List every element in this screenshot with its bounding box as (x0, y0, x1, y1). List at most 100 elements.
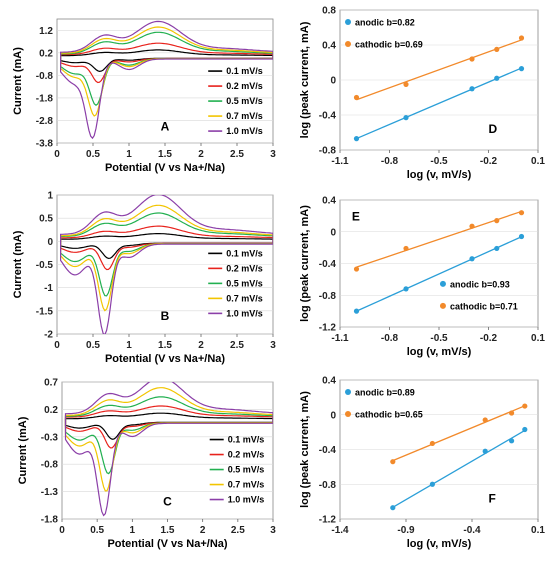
y-axis-label: Current (mA) (12, 230, 24, 298)
y-tick-label: 0.7 (44, 378, 58, 389)
y-tick-label: -0.8 (319, 291, 337, 302)
x-axis-label: Potential (V vs Na+/Na) (105, 162, 225, 174)
x-tick-label: 1 (130, 525, 136, 536)
legend-marker (345, 389, 351, 395)
y-tick-label: -3.8 (36, 139, 54, 150)
y-tick-label: 0 (47, 237, 53, 248)
legend-marker (345, 411, 351, 417)
x-axis-label: Potential (V vs Na+/Na) (105, 353, 225, 365)
fit-line (356, 210, 522, 268)
y-tick-label: -2 (44, 330, 53, 341)
y-tick-label: -1.2 (319, 323, 337, 334)
y-axis-label: log (peak current, mA) (299, 21, 311, 138)
data-point (518, 66, 525, 72)
legend-marker (439, 280, 446, 287)
data-point (469, 86, 475, 92)
fit-line (356, 236, 522, 312)
legend-label: cathodic b=0.71 (450, 301, 518, 311)
y-tick-label: -0.3 (41, 432, 59, 443)
legend-label: 0.2 mV/s (226, 263, 263, 273)
legend-label: 0.2 mV/s (226, 81, 263, 91)
legend-label: 1.0 mV/s (228, 495, 265, 505)
x-tick-label: 0 (54, 149, 60, 160)
y-tick-label: 0.2 (39, 48, 53, 59)
panel-a: 1.2 0.2 -0.8 -1.8 -2.8 -3.80 0.5 1 1.5 2 2.5 3 Poten… (12, 18, 276, 174)
x-tick-label: 0 (59, 525, 65, 536)
y-tick-label: 1 (47, 191, 53, 202)
x-tick-label: 2 (198, 149, 204, 160)
data-point (494, 46, 500, 52)
x-tick-label: -0.4 (463, 525, 481, 536)
y-tick-label: -0.8 (319, 480, 337, 491)
y-axis-label: Current (mA) (12, 47, 24, 115)
data-point (403, 245, 409, 252)
y-tick-label: 0.2 (44, 405, 58, 416)
legend-label: 0.7 mV/s (226, 293, 263, 303)
x-tick-label: -0.5 (430, 156, 448, 167)
data-point (509, 438, 515, 444)
panel-letter: C (163, 494, 172, 508)
y-tick-label: -0.4 (319, 259, 337, 270)
x-tick-label: 3 (270, 149, 276, 160)
x-tick-label: -0.2 (480, 156, 498, 167)
legend-label: cathodic b=0.69 (355, 40, 423, 50)
panel-e: 0.4 0 -0.4 -0.8 -1.2-1.1 -0.8 -0.5 -0.2 0.1 log (… (299, 196, 545, 359)
y-tick-label: -1.2 (319, 515, 337, 526)
x-tick-label: 0.5 (90, 525, 104, 536)
fit-line (356, 67, 522, 140)
cv-curve (64, 382, 273, 517)
panel-letter: D (489, 122, 498, 136)
legend-label: 1.0 mV/s (226, 126, 263, 136)
legend-marker (345, 41, 351, 47)
legend-label: 0.5 mV/s (226, 278, 263, 288)
data-point (403, 115, 409, 121)
y-tick-label: -2.8 (36, 116, 54, 127)
fit-line (392, 429, 526, 508)
x-tick-label: 1.5 (158, 149, 172, 160)
y-axis-label: log (peak current, mA) (299, 391, 311, 508)
x-tick-label: 0 (54, 340, 60, 351)
legend-label: 0.2 mV/s (228, 450, 265, 460)
x-tick-label: 0.5 (86, 149, 100, 160)
y-tick-label: -0.5 (36, 260, 54, 271)
panel-letter: F (489, 491, 496, 505)
y-tick-label: -0.4 (319, 445, 337, 456)
x-tick-label: 2 (200, 525, 206, 536)
data-point (522, 426, 528, 433)
x-tick-label: -0.8 (381, 156, 399, 167)
y-tick-label: 0 (330, 76, 336, 87)
y-tick-label: -1.8 (36, 93, 54, 104)
x-tick-label: -0.2 (480, 333, 498, 344)
x-tick-label: 2.5 (230, 149, 244, 160)
legend-label: 0.7 mV/s (228, 480, 265, 490)
y-tick-label: -1 (44, 283, 53, 294)
data-point (518, 233, 525, 240)
x-axis-label: log (v, mV/s) (407, 346, 472, 358)
legend-label: 0.5 mV/s (228, 465, 265, 475)
panel-f: 0.4 0 -0.4 -0.8 -1.2-1.4 -0.9 -0.4 0.1 log (v, m… (299, 376, 545, 551)
y-tick-label: 0.8 (322, 6, 336, 17)
data-point (518, 35, 525, 41)
y-tick-label: 0.4 (322, 376, 336, 387)
x-tick-label: 1 (126, 149, 132, 160)
data-point (353, 136, 360, 142)
y-tick-label: -0.8 (36, 71, 54, 82)
data-point (482, 417, 488, 423)
data-point (494, 218, 500, 224)
x-tick-label: -0.9 (397, 525, 415, 536)
cv-curve (60, 20, 273, 140)
data-point (390, 459, 396, 465)
panel-letter: E (352, 209, 360, 223)
legend-label: 0.1 mV/s (228, 435, 265, 445)
x-tick-label: 3 (270, 525, 276, 536)
data-point (353, 266, 360, 272)
legend-label: anodic b=0.82 (355, 18, 415, 28)
x-tick-label: 2.5 (230, 340, 244, 351)
x-tick-label: -0.5 (430, 333, 448, 344)
x-axis-label: Potential (V vs Na+/Na) (107, 538, 227, 550)
y-axis-label: Current (mA) (17, 416, 29, 484)
y-tick-label: -1.8 (41, 515, 59, 526)
data-point (390, 505, 396, 511)
